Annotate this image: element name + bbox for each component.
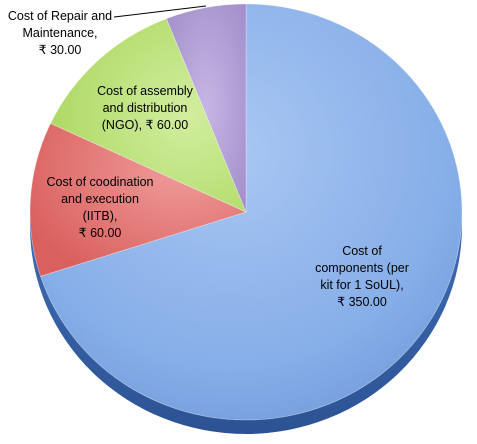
repair-leader-line bbox=[113, 5, 207, 18]
slice-labels: Cost of components (per kit for 1 SoUL), ₹ … bbox=[8, 5, 409, 309]
label-repair-line: ₹ 30.00 bbox=[39, 43, 82, 57]
slice-assembly bbox=[50, 18, 247, 213]
label-assembly-line: Cost of assembly bbox=[97, 84, 194, 98]
label-components-line: ₹ 350.00 bbox=[337, 295, 387, 309]
label-components-line: Cost of bbox=[342, 244, 382, 258]
slice-repair bbox=[165, 3, 247, 213]
label-coordination-line: and execution bbox=[61, 192, 139, 206]
label-coordination-line: (IITB), bbox=[83, 209, 118, 223]
label-components-line: kit for 1 SoUL), bbox=[320, 278, 403, 292]
label-coordination-line: ₹ 60.00 bbox=[79, 226, 122, 240]
label-assembly-line: and distribution bbox=[103, 101, 188, 115]
label-assembly: Cost of assembly and distribution (NGO), ₹… bbox=[97, 84, 194, 132]
pie-body bbox=[29, 3, 463, 434]
label-repair-line: Maintenance, bbox=[22, 26, 97, 40]
slice-coordination bbox=[29, 122, 248, 277]
label-repair-line: Cost of Repair and bbox=[8, 9, 112, 23]
label-components: Cost of components (per kit for 1 SoUL), ₹ … bbox=[315, 244, 409, 309]
label-repair: Cost of Repair and Maintenance, ₹ 30.00 bbox=[8, 9, 112, 57]
label-assembly-line: (NGO), ₹ 60.00 bbox=[102, 118, 188, 132]
label-components-line: components (per bbox=[315, 261, 409, 275]
label-coordination-line: Cost of coodination bbox=[46, 175, 153, 189]
slice-components bbox=[40, 3, 463, 421]
label-coordination: Cost of coodination and execution (IITB), ₹… bbox=[46, 175, 153, 240]
